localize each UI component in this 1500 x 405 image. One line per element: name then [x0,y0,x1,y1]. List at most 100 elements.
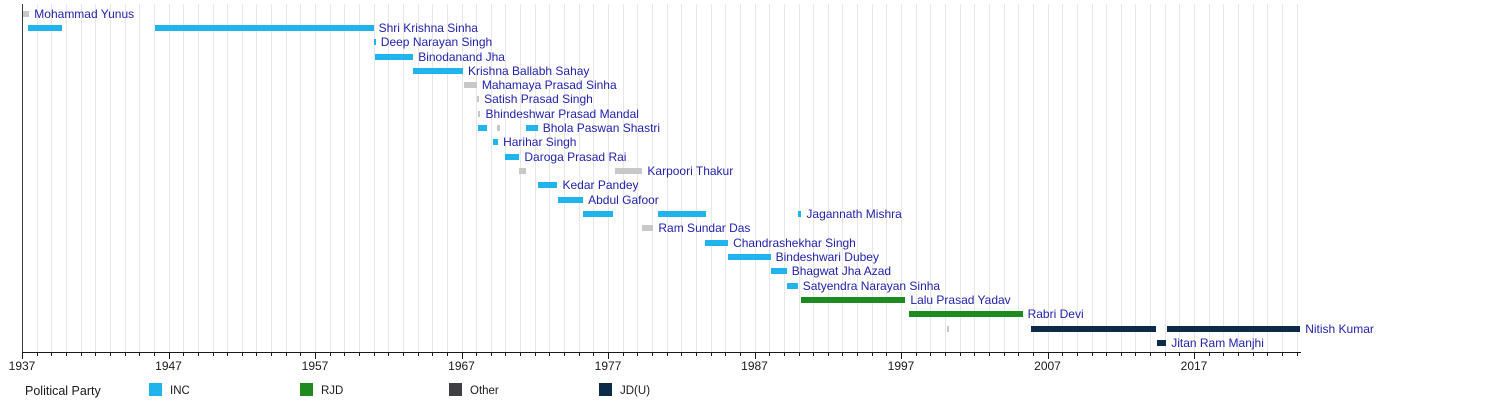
gridline [432,4,434,352]
cm-name-label: Mohammad Yunus [34,6,135,21]
gridline [153,4,155,352]
axis-tick [959,353,961,356]
axis-tick [402,353,404,356]
gridline [256,4,258,352]
cm-name-label: Bhindeshwar Prasad Mandal [485,106,639,121]
gridline [373,4,375,352]
axis-tick [652,353,653,356]
gridline [168,4,170,352]
gridline [476,4,478,352]
axis-tick [183,353,185,356]
gridline [901,4,902,352]
cm-name-label: Shri Krishna Sinha [378,20,478,35]
axis-tick-label: 1947 [155,359,182,373]
term-bar [704,239,729,246]
axis-tick [769,353,771,356]
axis-tick-label: 1997 [887,359,915,373]
axis-tick [637,353,639,356]
gridline [285,4,287,352]
gridline [974,4,976,352]
axis-tick [827,353,829,356]
axis-tick [857,353,859,356]
legend-label-inc: INC [170,385,190,397]
cm-name-label: Harihar Singh [503,135,577,150]
term-bar [373,39,376,46]
axis-tick [1150,353,1151,356]
axis-tick [490,353,492,356]
legend-title: Political Party [25,384,101,398]
axis-tick [666,353,668,356]
axis-tick [315,353,316,359]
axis-tick-label: 1957 [301,359,329,373]
gridline [36,4,38,352]
gridline [1091,4,1093,352]
gridline [461,4,463,352]
gridline [66,4,67,352]
gridline [1120,4,1122,352]
axis-tick [461,353,463,359]
term-bar [801,296,906,303]
gridline [549,4,551,352]
term-bar [375,53,414,60]
axis-tick [300,353,302,356]
axis-tick [285,353,287,356]
term-bar [497,125,500,132]
gridline [886,4,888,352]
axis-tick [1208,353,1210,356]
gridline [197,4,199,352]
cm-name-label: Binodanand Jha [418,49,505,64]
cm-name-label: Abdul Gafoor [588,192,659,207]
axis-tick [1091,353,1093,356]
cm-name-label: Bhagwat Jha Azad [791,264,892,279]
term-bar [770,268,787,275]
axis-tick [124,353,126,356]
axis-tick-label: 2007 [1034,359,1061,373]
axis-tick [1252,353,1254,356]
gridline [681,4,683,352]
axis-tick [22,353,23,359]
gridline [183,4,185,352]
gridline [827,4,829,352]
gridline [857,4,859,352]
axis-tick [1003,353,1005,356]
gridline [1062,4,1064,352]
axis-tick [168,353,170,359]
gridline [1150,4,1151,352]
axis-tick [520,353,522,356]
axis-tick [754,353,756,359]
gridline [417,4,419,352]
term-bar [27,24,63,31]
axis-tick [1032,353,1034,356]
gridline [329,4,331,352]
gridline [842,4,844,352]
gridline [769,4,771,352]
gridline [534,4,536,352]
axis-tick [901,353,902,359]
gridline [402,4,404,352]
gridline [622,4,624,352]
axis-tick-label: 1977 [594,359,622,373]
axis-tick [578,353,580,356]
axis-tick [945,353,946,356]
gridline [388,4,390,352]
axis-tick [725,353,727,356]
term-bar [476,96,480,103]
gridline [358,4,360,352]
gridline [95,4,97,352]
term-bar [1166,325,1301,332]
term-bar [537,182,558,189]
axis-tick [476,353,478,356]
axis-tick [139,353,141,356]
term-bar [413,67,463,74]
legend-swatch-rjd [300,383,313,396]
gridline [300,4,302,352]
term-bar [463,82,477,89]
axis-tick [842,353,844,356]
axis-tick [358,353,360,356]
gridline [593,4,595,352]
term-bar [22,10,30,17]
gridline [271,4,273,352]
axis-tick [446,353,448,356]
cm-name-label: Mahamaya Prasad Sinha [481,78,617,93]
gridline [490,4,492,352]
